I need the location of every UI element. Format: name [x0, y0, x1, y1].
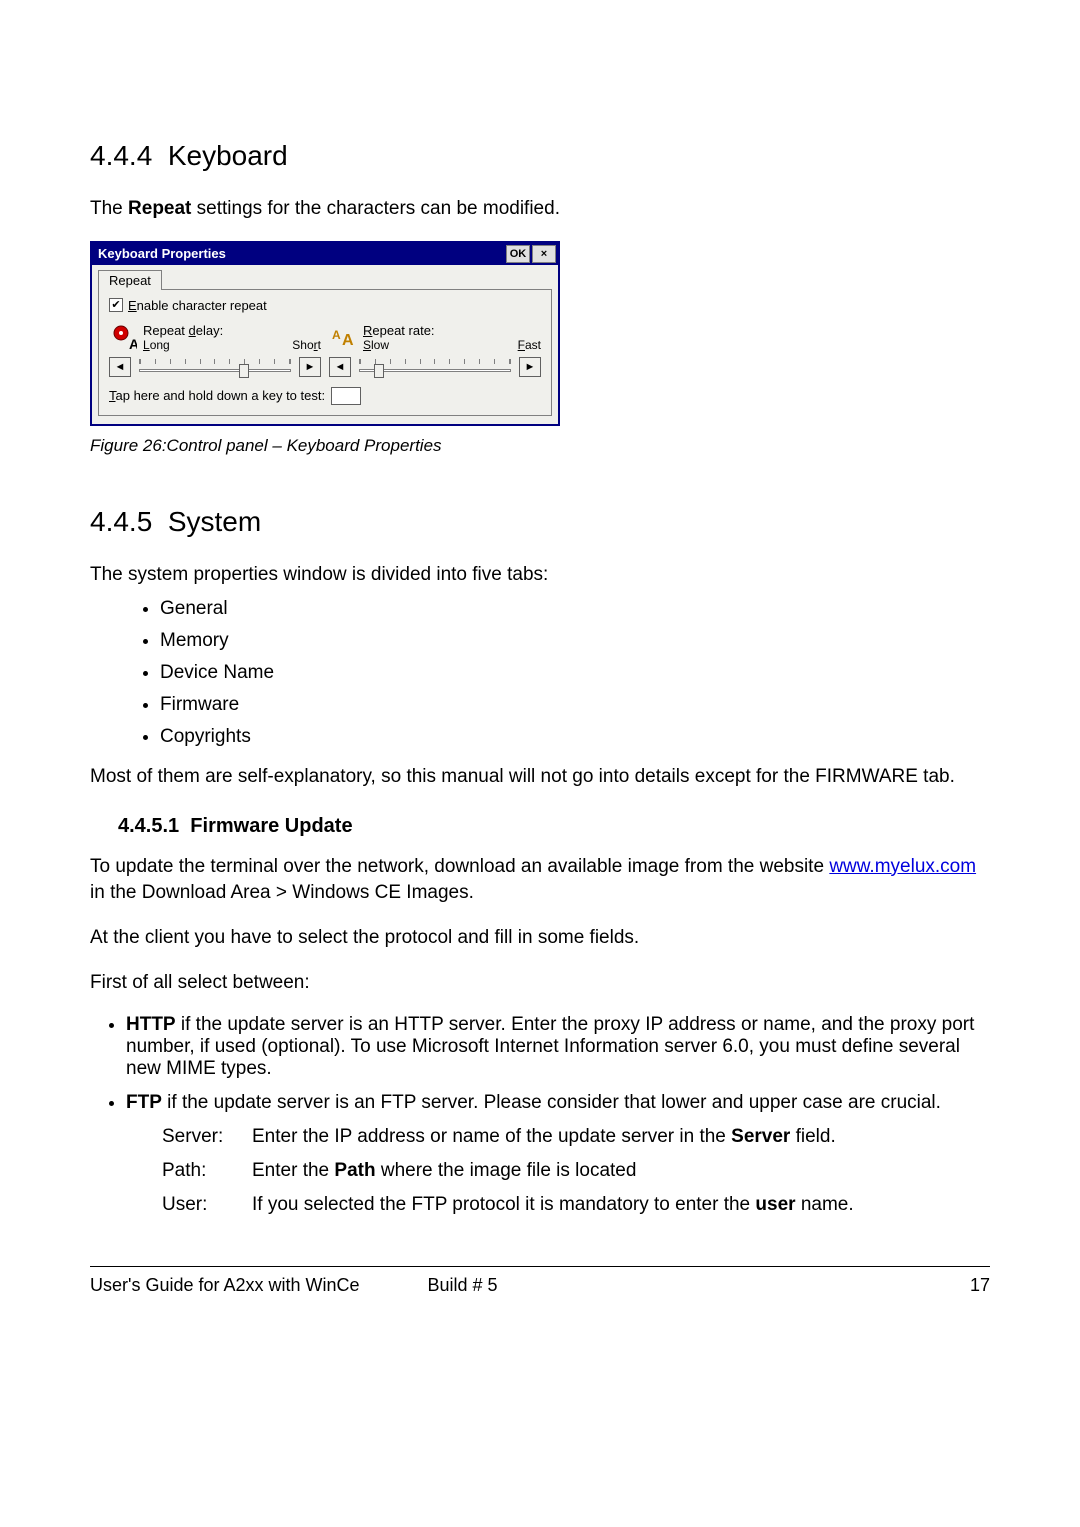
svg-text:A: A [129, 336, 137, 351]
text-bold: user [755, 1194, 795, 1215]
text: To update the terminal over the network,… [90, 856, 829, 877]
list-item-ftp: FTP if the update server is an FTP serve… [126, 1092, 990, 1216]
field-key: Server: [162, 1126, 252, 1148]
footer-right: 17 [709, 1275, 990, 1296]
table-row: Server: Enter the IP address or name of … [162, 1126, 990, 1148]
subsection-heading-firmware: 4.4.5.1 Firmware Update [118, 815, 990, 838]
firmware-p2: At the client you have to select the pro… [90, 925, 990, 952]
rate-slow-label: Slow [363, 338, 389, 352]
delay-decrease-button[interactable]: ◄ [109, 357, 131, 377]
text: The [90, 198, 128, 219]
repeat-delay-label: Repeat delay: [143, 323, 321, 339]
list-item: Firmware [160, 694, 990, 716]
enable-repeat-checkbox[interactable]: ✔ [109, 298, 123, 312]
window-titlebar: Keyboard Properties OK × [92, 243, 558, 265]
section-title: System [168, 506, 261, 537]
list-item: Memory [160, 630, 990, 652]
repeat-rate-group: AA Repeat rate: Slow Fast ◄ [329, 323, 541, 377]
test-input[interactable] [331, 387, 361, 405]
figure-caption: Figure 26:Control panel – Keyboard Prope… [90, 436, 990, 456]
protocol-list: HTTP if the update server is an HTTP ser… [90, 1014, 990, 1216]
text: name. [796, 1194, 854, 1215]
section-heading-keyboard: 4.4.4 Keyboard [90, 140, 990, 172]
ftp-fields-table: Server: Enter the IP address or name of … [162, 1126, 990, 1216]
svg-text:A: A [342, 332, 354, 349]
text: in the Download Area > Windows CE Images… [90, 882, 474, 903]
delay-long-label: Long [143, 338, 170, 352]
myelux-link[interactable]: www.myelux.com [829, 856, 976, 877]
list-item: Device Name [160, 662, 990, 684]
table-row: Path: Enter the Path where the image fil… [162, 1160, 990, 1182]
text: where the image file is located [376, 1160, 637, 1181]
system-tabs-list: General Memory Device Name Firmware Copy… [90, 598, 990, 748]
section-heading-system: 4.4.5 System [90, 506, 990, 538]
text: Enter the IP address or name of the upda… [252, 1126, 731, 1147]
field-value: Enter the IP address or name of the upda… [252, 1126, 990, 1148]
ok-button[interactable]: OK [506, 245, 530, 263]
field-key: Path: [162, 1160, 252, 1182]
window-title: Keyboard Properties [98, 246, 504, 261]
close-button[interactable]: × [532, 245, 556, 263]
delay-increase-button[interactable]: ► [299, 357, 321, 377]
text: Enter the [252, 1160, 334, 1181]
subsection-title: Firmware Update [190, 815, 352, 837]
test-label: Tap here and hold down a key to test: [109, 388, 325, 403]
system-note: Most of them are self-explanatory, so th… [90, 764, 990, 791]
tab-repeat[interactable]: Repeat [98, 270, 162, 290]
text-bold: Server [731, 1126, 790, 1147]
table-row: User: If you selected the FTP protocol i… [162, 1194, 990, 1216]
firmware-p1: To update the terminal over the network,… [90, 854, 990, 907]
rate-increase-button[interactable]: ► [519, 357, 541, 377]
text-bold: Repeat [128, 198, 191, 219]
text-bold: FTP [126, 1092, 162, 1113]
tab-panel: ✔ Enable character repeat A Repeat delay… [98, 289, 552, 416]
text: if the update server is an FTP server. P… [162, 1092, 941, 1113]
field-value: If you selected the FTP protocol it is m… [252, 1194, 990, 1216]
text: field. [790, 1126, 835, 1147]
list-item: General [160, 598, 990, 620]
repeat-rate-label: Repeat rate: [363, 323, 541, 339]
svg-text:A: A [332, 328, 341, 342]
text: if the update server is an HTTP server. … [126, 1014, 974, 1079]
text: settings for the characters can be modif… [191, 198, 560, 219]
text-bold: Path [334, 1160, 375, 1181]
section-number: 4.4.5 [90, 506, 152, 537]
repeat-delay-group: A Repeat delay: Long Short ◄ [109, 323, 321, 377]
field-value: Enter the Path where the image file is l… [252, 1160, 990, 1182]
section-title: Keyboard [168, 140, 288, 171]
rate-fast-label: Fast [518, 338, 541, 352]
footer-rule [90, 1266, 990, 1267]
list-item-http: HTTP if the update server is an HTTP ser… [126, 1014, 990, 1080]
text-bold: HTTP [126, 1014, 176, 1035]
subsection-number: 4.4.5.1 [118, 815, 179, 837]
keyboard-properties-window: Keyboard Properties OK × Repeat ✔ Enable… [90, 241, 560, 426]
firmware-p3: First of all select between: [90, 970, 990, 997]
page-footer: User's Guide for A2xx with WinCe Build #… [90, 1275, 990, 1296]
rate-decrease-button[interactable]: ◄ [329, 357, 351, 377]
field-key: User: [162, 1194, 252, 1216]
keyboard-rate-icon: AA [329, 323, 357, 351]
enable-repeat-label: Enable character repeat [128, 298, 267, 313]
footer-left: User's Guide for A2xx with WinCe [90, 1275, 428, 1296]
system-intro: The system properties window is divided … [90, 562, 990, 589]
delay-slider[interactable] [135, 357, 295, 377]
rate-slider[interactable] [355, 357, 515, 377]
keyboard-intro: The Repeat settings for the characters c… [90, 196, 990, 223]
keyboard-delay-icon: A [109, 323, 137, 351]
delay-short-label: Short [292, 338, 321, 352]
footer-center: Build # 5 [428, 1275, 709, 1296]
list-item: Copyrights [160, 726, 990, 748]
rate-slider-thumb[interactable] [374, 364, 384, 378]
section-number: 4.4.4 [90, 140, 152, 171]
text: If you selected the FTP protocol it is m… [252, 1194, 755, 1215]
delay-slider-thumb[interactable] [239, 364, 249, 378]
